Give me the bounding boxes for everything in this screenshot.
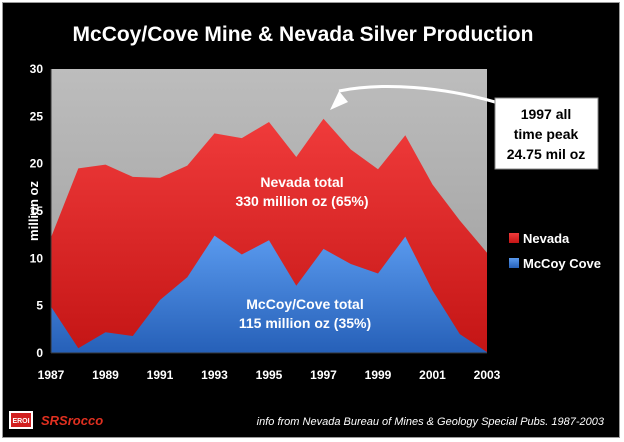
y-tick-label: 5 (36, 299, 43, 313)
y-tick-label: 0 (36, 346, 43, 360)
x-tick-label: 1995 (256, 368, 283, 382)
area-mccoy-cove (51, 235, 487, 353)
x-tick-label: 1991 (147, 368, 174, 382)
x-tick-label: 1997 (310, 368, 337, 382)
peak-callout-line2: time peak (514, 126, 579, 142)
legend-item-nevada: Nevada (509, 231, 570, 246)
chart-title: McCoy/Cove Mine & Nevada Silver Producti… (73, 23, 534, 46)
y-tick-label: 25 (30, 109, 44, 123)
legend-label-mccoy: McCoy Cove (523, 256, 601, 271)
legend-swatch-mccoy (509, 258, 519, 268)
y-tick-label: 20 (30, 157, 44, 171)
mccoy-total-value: 115 million oz (35%) (239, 315, 371, 331)
eroi-logo-inner (11, 413, 31, 427)
x-tick-label: 1999 (365, 368, 392, 382)
y-tick-label: 15 (30, 204, 44, 218)
source-note: info from Nevada Bureau of Mines & Geolo… (257, 416, 605, 428)
peak-callout-line1: 1997 all (521, 106, 572, 122)
nevada-total-value: 330 million oz (65%) (235, 193, 368, 209)
peak-callout: 1997 all time peak 24.75 mil oz (330, 85, 599, 170)
legend-item-mccoy: McCoy Cove (509, 256, 601, 271)
brand-name: SRSrocco (41, 413, 103, 428)
legend-swatch-nevada (509, 233, 519, 243)
x-tick-label: 1989 (92, 368, 119, 382)
legend-label-nevada: Nevada (523, 231, 570, 246)
chart-frame: McCoy/Cove Mine & Nevada Silver Producti… (2, 2, 620, 438)
eroi-logo-text: EROI (12, 418, 29, 425)
x-tick-label: 2003 (474, 368, 501, 382)
y-tick-label: 10 (30, 251, 44, 265)
peak-callout-line3: 24.75 mil oz (507, 146, 586, 162)
chart-svg: McCoy/Cove Mine & Nevada Silver Producti… (9, 23, 605, 429)
mccoy-total-label: McCoy/Cove total (246, 296, 363, 312)
x-tick-label: 1993 (201, 368, 228, 382)
legend: Nevada McCoy Cove (509, 231, 601, 271)
eroi-logo: EROI (9, 411, 33, 429)
y-tick-label: 30 (30, 62, 44, 76)
x-tick-label: 2001 (419, 368, 446, 382)
peak-arrow-head (330, 91, 348, 110)
nevada-total-label: Nevada total (260, 174, 343, 190)
y-axis-label: million oz (26, 181, 41, 241)
peak-callout-box (494, 97, 599, 170)
peak-arrow-line (338, 85, 496, 104)
x-tick-label: 1987 (38, 368, 65, 382)
footer: EROI SRSrocco info from Nevada Bureau of… (9, 411, 605, 429)
